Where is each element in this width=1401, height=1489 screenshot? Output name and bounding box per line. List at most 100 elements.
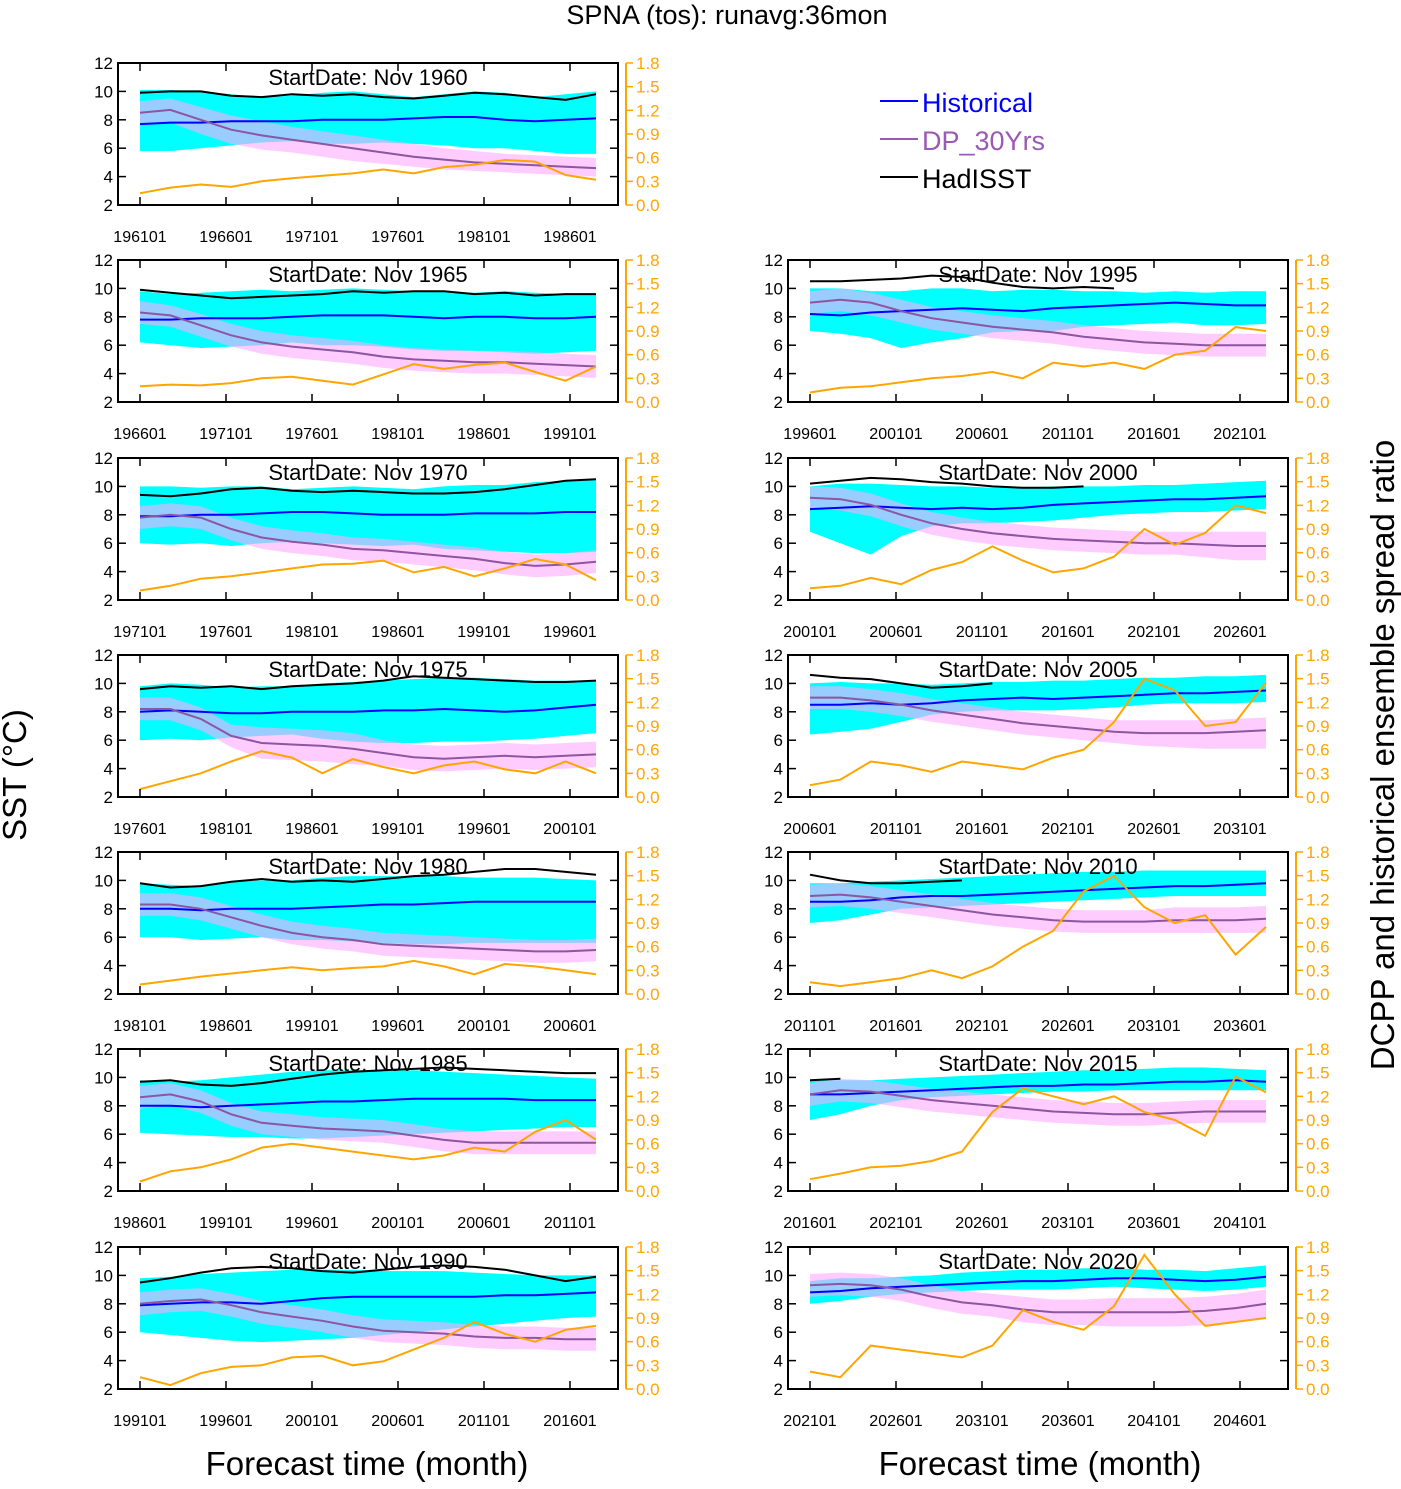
x-tick-label: 202101 [1041, 821, 1094, 838]
left-tick-label: 2 [104, 393, 113, 412]
x-tick-label: 201601 [869, 1018, 922, 1035]
ratio-tick-label: 1.2 [636, 890, 660, 909]
x-tick-label: 199601 [199, 1413, 252, 1430]
left-tick-label: 12 [764, 1040, 783, 1059]
ratio-tick-label: 0.3 [636, 172, 660, 191]
spread-ratio-line [139, 557, 597, 592]
ratio-tick-label: 1.5 [636, 275, 660, 294]
ratio-tick-label: 0.0 [636, 196, 660, 215]
ratio-tick-label: 0.3 [636, 764, 660, 783]
ratio-tick-label: 1.5 [1306, 1064, 1330, 1083]
panel-8: 2 4 6 8 10 12 0.0 0.3 0.6 0.9 1.2 1.5 1.8 200601 20110… [764, 646, 1330, 838]
ratio-tick-label: 0.6 [636, 741, 660, 760]
left-tick-label: 2 [104, 788, 113, 807]
x-tick-label: 199101 [371, 821, 424, 838]
x-tick-label: 197101 [113, 624, 166, 641]
ratio-tick-label: 0.3 [636, 1356, 660, 1375]
x-tick-label: 199601 [543, 624, 596, 641]
left-tick-label: 6 [104, 928, 113, 947]
panel-1: 2 4 6 8 10 12 0.0 0.3 0.6 0.9 1.2 1.5 1.8 196101 19660… [94, 54, 660, 246]
left-tick-label: 12 [764, 251, 783, 270]
x-tick-label: 199101 [199, 1215, 252, 1232]
ratio-tick-label: 0.6 [1306, 938, 1330, 957]
left-tick-label: 2 [104, 196, 113, 215]
ratio-tick-label: 1.8 [636, 54, 660, 73]
hadisst-line [139, 675, 597, 691]
left-tick-label: 2 [774, 591, 783, 610]
spread-ratio-line [139, 959, 597, 986]
left-tick-label: 12 [94, 251, 113, 270]
dp-spread-band [810, 486, 1266, 561]
left-tick-label: 6 [104, 139, 113, 158]
ratio-tick-label: 0.9 [636, 914, 660, 933]
left-tick-label: 6 [774, 928, 783, 947]
ratio-tick-label: 1.8 [1306, 1040, 1330, 1059]
left-tick-label: 8 [104, 506, 113, 525]
panel-6: 2 4 6 8 10 12 0.0 0.3 0.6 0.9 1.2 1.5 1.8 200101 20060… [764, 449, 1330, 641]
x-tick-label: 202601 [1041, 1018, 1094, 1035]
left-tick-label: 10 [94, 477, 113, 496]
x-tick-label: 204601 [1213, 1413, 1266, 1430]
panel-3: 2 4 6 8 10 12 0.0 0.3 0.6 0.9 1.2 1.5 1.8 196601 19710… [94, 251, 660, 443]
left-tick-label: 2 [774, 788, 783, 807]
left-tick-label: 2 [774, 1380, 783, 1399]
hadisst-line [810, 274, 1115, 290]
dp-spread-band [140, 893, 596, 963]
historical-spread-band [810, 674, 1266, 735]
dp-line [139, 108, 597, 170]
x-tick-label: 198101 [457, 229, 510, 246]
x-tick-label: 197601 [113, 821, 166, 838]
plot-frame [117, 1048, 619, 1192]
x-tick-label: 199601 [371, 1018, 424, 1035]
historical-line [140, 1097, 596, 1109]
left-tick-label: 6 [774, 1323, 783, 1342]
ratio-tick-label: 0.0 [1306, 985, 1330, 1004]
ratio-tick-label: 0.9 [636, 520, 660, 539]
left-tick-label: 2 [774, 1182, 783, 1201]
historical-line [810, 689, 1267, 706]
ratio-tick-label: 1.5 [636, 473, 660, 492]
ratio-tick-label: 0.3 [1306, 961, 1330, 980]
x-tick-label: 199601 [285, 1215, 338, 1232]
left-tick-label: 6 [104, 731, 113, 750]
x-tick-label: 200601 [457, 1215, 510, 1232]
dp-line [140, 903, 597, 953]
panel-12: 2 4 6 8 10 12 0.0 0.3 0.6 0.9 1.2 1.5 1.8 201601 20210… [764, 1040, 1330, 1232]
left-tick-label: 8 [774, 1097, 783, 1116]
ratio-tick-label: 1.5 [1306, 867, 1330, 886]
left-tick-label: 12 [94, 449, 113, 468]
panel-title: StartDate: Nov 1990 [268, 1249, 467, 1274]
ratio-tick-label: 1.2 [1306, 1087, 1330, 1106]
historical-line [140, 314, 597, 321]
ratio-tick-label: 0.6 [1306, 346, 1330, 365]
x-tick-label: 199601 [783, 426, 836, 443]
left-tick-label: 4 [774, 563, 783, 582]
left-tick-label: 6 [104, 534, 113, 553]
left-tick-label: 8 [104, 900, 113, 919]
left-tick-label: 6 [774, 1125, 783, 1144]
x-tick-label: 200101 [285, 1413, 338, 1430]
x-tick-label: 203601 [1127, 1215, 1180, 1232]
spread-ratio-line [139, 158, 597, 195]
ratio-tick-label: 1.2 [1306, 890, 1330, 909]
left-tick-label: 10 [764, 477, 783, 496]
legend: Historical DP_30Yrs HadISST [880, 88, 1045, 194]
plot-frame [117, 654, 619, 798]
spread-ratio-line [809, 326, 1267, 394]
x-tick-label: 202601 [955, 1215, 1008, 1232]
ratio-tick-label: 1.2 [1306, 693, 1330, 712]
x-tick-label: 202601 [1213, 624, 1266, 641]
left-tick-label: 10 [94, 674, 113, 693]
ratio-tick-label: 1.8 [636, 646, 660, 665]
ratio-tick-label: 0.0 [1306, 591, 1330, 610]
left-tick-label: 12 [764, 843, 783, 862]
left-tick-label: 6 [774, 731, 783, 750]
left-tick-label: 4 [104, 1352, 113, 1371]
left-tick-label: 10 [94, 279, 113, 298]
ratio-tick-label: 1.5 [636, 1064, 660, 1083]
ratio-tick-label: 0.9 [636, 1309, 660, 1328]
x-tick-label: 202101 [1127, 624, 1180, 641]
left-tick-label: 12 [94, 54, 113, 73]
ratio-tick-label: 1.5 [1306, 1262, 1330, 1281]
